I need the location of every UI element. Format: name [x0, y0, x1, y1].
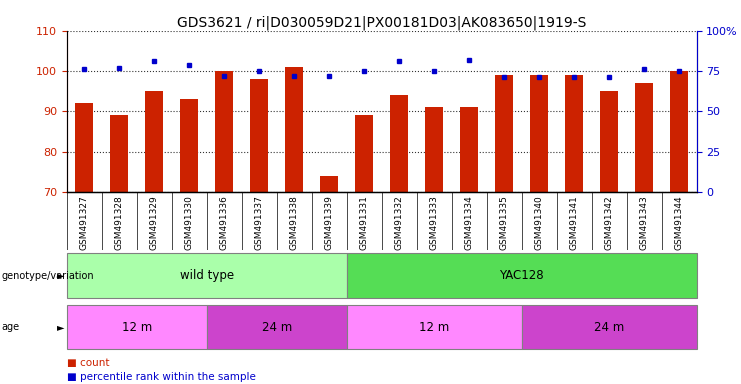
Text: 12 m: 12 m: [419, 321, 449, 334]
Text: ►: ►: [57, 270, 64, 281]
Bar: [460, 107, 478, 192]
Bar: [76, 103, 93, 192]
Text: 12 m: 12 m: [122, 321, 152, 334]
Text: GSM491337: GSM491337: [255, 195, 264, 250]
Bar: [145, 91, 163, 192]
Text: GSM491344: GSM491344: [674, 195, 683, 250]
Bar: [635, 83, 653, 192]
Text: YAC128: YAC128: [499, 269, 544, 282]
Bar: [425, 107, 443, 192]
Text: GSM491340: GSM491340: [534, 195, 544, 250]
Text: GSM491336: GSM491336: [219, 195, 229, 250]
Bar: [285, 67, 303, 192]
Text: wild type: wild type: [179, 269, 233, 282]
Bar: [250, 79, 268, 192]
Text: GSM491327: GSM491327: [80, 195, 89, 250]
Text: age: age: [1, 322, 19, 333]
Text: genotype/variation: genotype/variation: [1, 270, 94, 281]
Text: ■ count: ■ count: [67, 358, 109, 368]
Text: GSM491341: GSM491341: [570, 195, 579, 250]
Title: GDS3621 / ri|D030059D21|PX00181D03|AK083650|1919-S: GDS3621 / ri|D030059D21|PX00181D03|AK083…: [177, 16, 586, 30]
Bar: [356, 115, 373, 192]
Bar: [216, 71, 233, 192]
Text: GSM491333: GSM491333: [430, 195, 439, 250]
Bar: [495, 75, 513, 192]
Text: GSM491330: GSM491330: [185, 195, 193, 250]
Text: GSM491331: GSM491331: [359, 195, 368, 250]
Text: GSM491328: GSM491328: [115, 195, 124, 250]
Bar: [320, 176, 338, 192]
Text: GSM491338: GSM491338: [290, 195, 299, 250]
Bar: [110, 115, 128, 192]
Text: GSM491329: GSM491329: [150, 195, 159, 250]
Text: 24 m: 24 m: [262, 321, 292, 334]
Text: GSM491334: GSM491334: [465, 195, 473, 250]
Text: GSM491342: GSM491342: [605, 195, 614, 250]
Bar: [531, 75, 548, 192]
Text: ►: ►: [57, 322, 64, 333]
Text: GSM491343: GSM491343: [639, 195, 648, 250]
Text: 24 m: 24 m: [594, 321, 624, 334]
Text: GSM491339: GSM491339: [325, 195, 333, 250]
Bar: [600, 91, 618, 192]
Text: GSM491332: GSM491332: [395, 195, 404, 250]
Bar: [671, 71, 688, 192]
Bar: [565, 75, 583, 192]
Bar: [391, 95, 408, 192]
Bar: [180, 99, 198, 192]
Text: GSM491335: GSM491335: [499, 195, 508, 250]
Text: ■ percentile rank within the sample: ■ percentile rank within the sample: [67, 372, 256, 382]
